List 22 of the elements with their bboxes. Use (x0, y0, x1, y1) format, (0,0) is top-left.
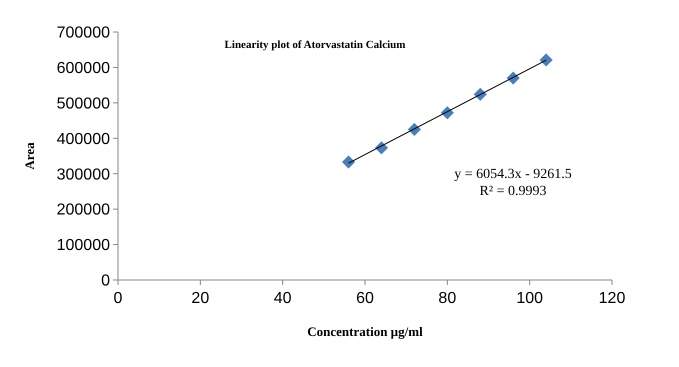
y-tick-label: 100000 (56, 237, 110, 254)
x-tick-label: 60 (356, 290, 374, 307)
text: Linearity plot of Atorvastatin Calcium (224, 39, 406, 51)
y-axis-title: Area (22, 142, 37, 170)
x-tick-label: 0 (114, 290, 123, 307)
y-tick-label: 600000 (56, 60, 110, 78)
y-tick-label: 0 (101, 272, 110, 290)
y-tick-label: 500000 (56, 95, 110, 112)
y-tick-label: 400000 (56, 130, 110, 148)
x-tick-label: 40 (274, 290, 292, 307)
y-tick-label: 300000 (56, 166, 110, 184)
y-tick-label: 700000 (56, 24, 110, 42)
annotation: y = 6054.3x - 9261.5 (454, 167, 572, 182)
x-tick-label: 80 (438, 290, 456, 307)
x-tick-label: 100 (516, 290, 544, 307)
annotation: R² = 0.9993 (480, 184, 546, 199)
point (342, 155, 356, 169)
point (540, 53, 553, 67)
y-tick-label: 200000 (56, 202, 110, 219)
x-tick-label: 120 (598, 290, 626, 307)
x-tick-label: 20 (191, 290, 210, 307)
x-axis-title: Concentration µg/ml (307, 324, 424, 339)
